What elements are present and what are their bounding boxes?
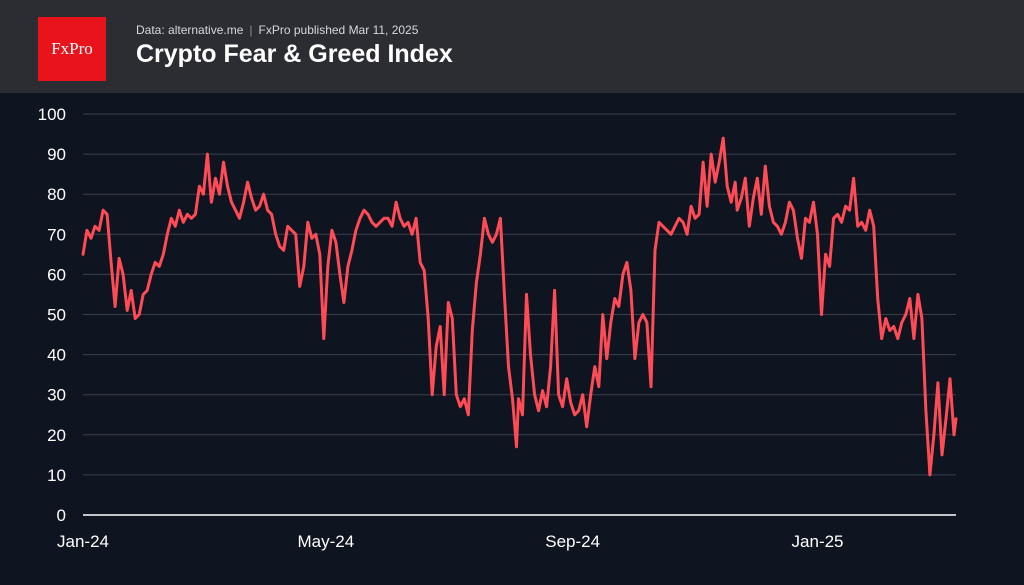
fxpro-logo: FxPro — [38, 17, 106, 81]
header-bar: FxPro Data: alternative.me | FxPro publi… — [0, 0, 1024, 93]
y-tick-label: 20 — [47, 426, 66, 445]
fear-greed-series-line — [81, 136, 958, 477]
y-tick-label: 0 — [57, 506, 66, 525]
logo-text: FxPro — [51, 39, 93, 58]
y-tick-label: 70 — [47, 225, 66, 244]
chart-meta: Data: alternative.me | FxPro published M… — [136, 23, 418, 37]
x-tick-label: May-24 — [297, 532, 354, 551]
line-chart: 0 10 20 30 40 50 60 70 80 90 100 Jan-24 May-24 Sep-24… — [38, 105, 958, 551]
y-tick-label: 60 — [47, 265, 66, 284]
y-tick-label: 80 — [47, 185, 66, 204]
x-tick-label: Sep-24 — [545, 532, 600, 551]
y-tick-label: 50 — [47, 306, 66, 325]
x-tick-label: Jan-25 — [792, 532, 844, 551]
x-tick-label: Jan-24 — [57, 532, 109, 551]
data-source: Data: alternative.me — [136, 23, 244, 37]
published-date: FxPro published Mar 11, 2025 — [258, 23, 419, 37]
y-tick-label: 30 — [47, 386, 66, 405]
meta-separator: | — [249, 23, 253, 37]
y-tick-label: 100 — [38, 105, 66, 124]
chart-title: Crypto Fear & Greed Index — [136, 40, 453, 68]
y-tick-label: 40 — [47, 346, 66, 365]
chart-area: 0 10 20 30 40 50 60 70 80 90 100 Jan-24 May-24 Sep-24… — [0, 93, 1024, 585]
y-tick-label: 90 — [47, 145, 66, 164]
y-tick-label: 10 — [47, 466, 66, 485]
